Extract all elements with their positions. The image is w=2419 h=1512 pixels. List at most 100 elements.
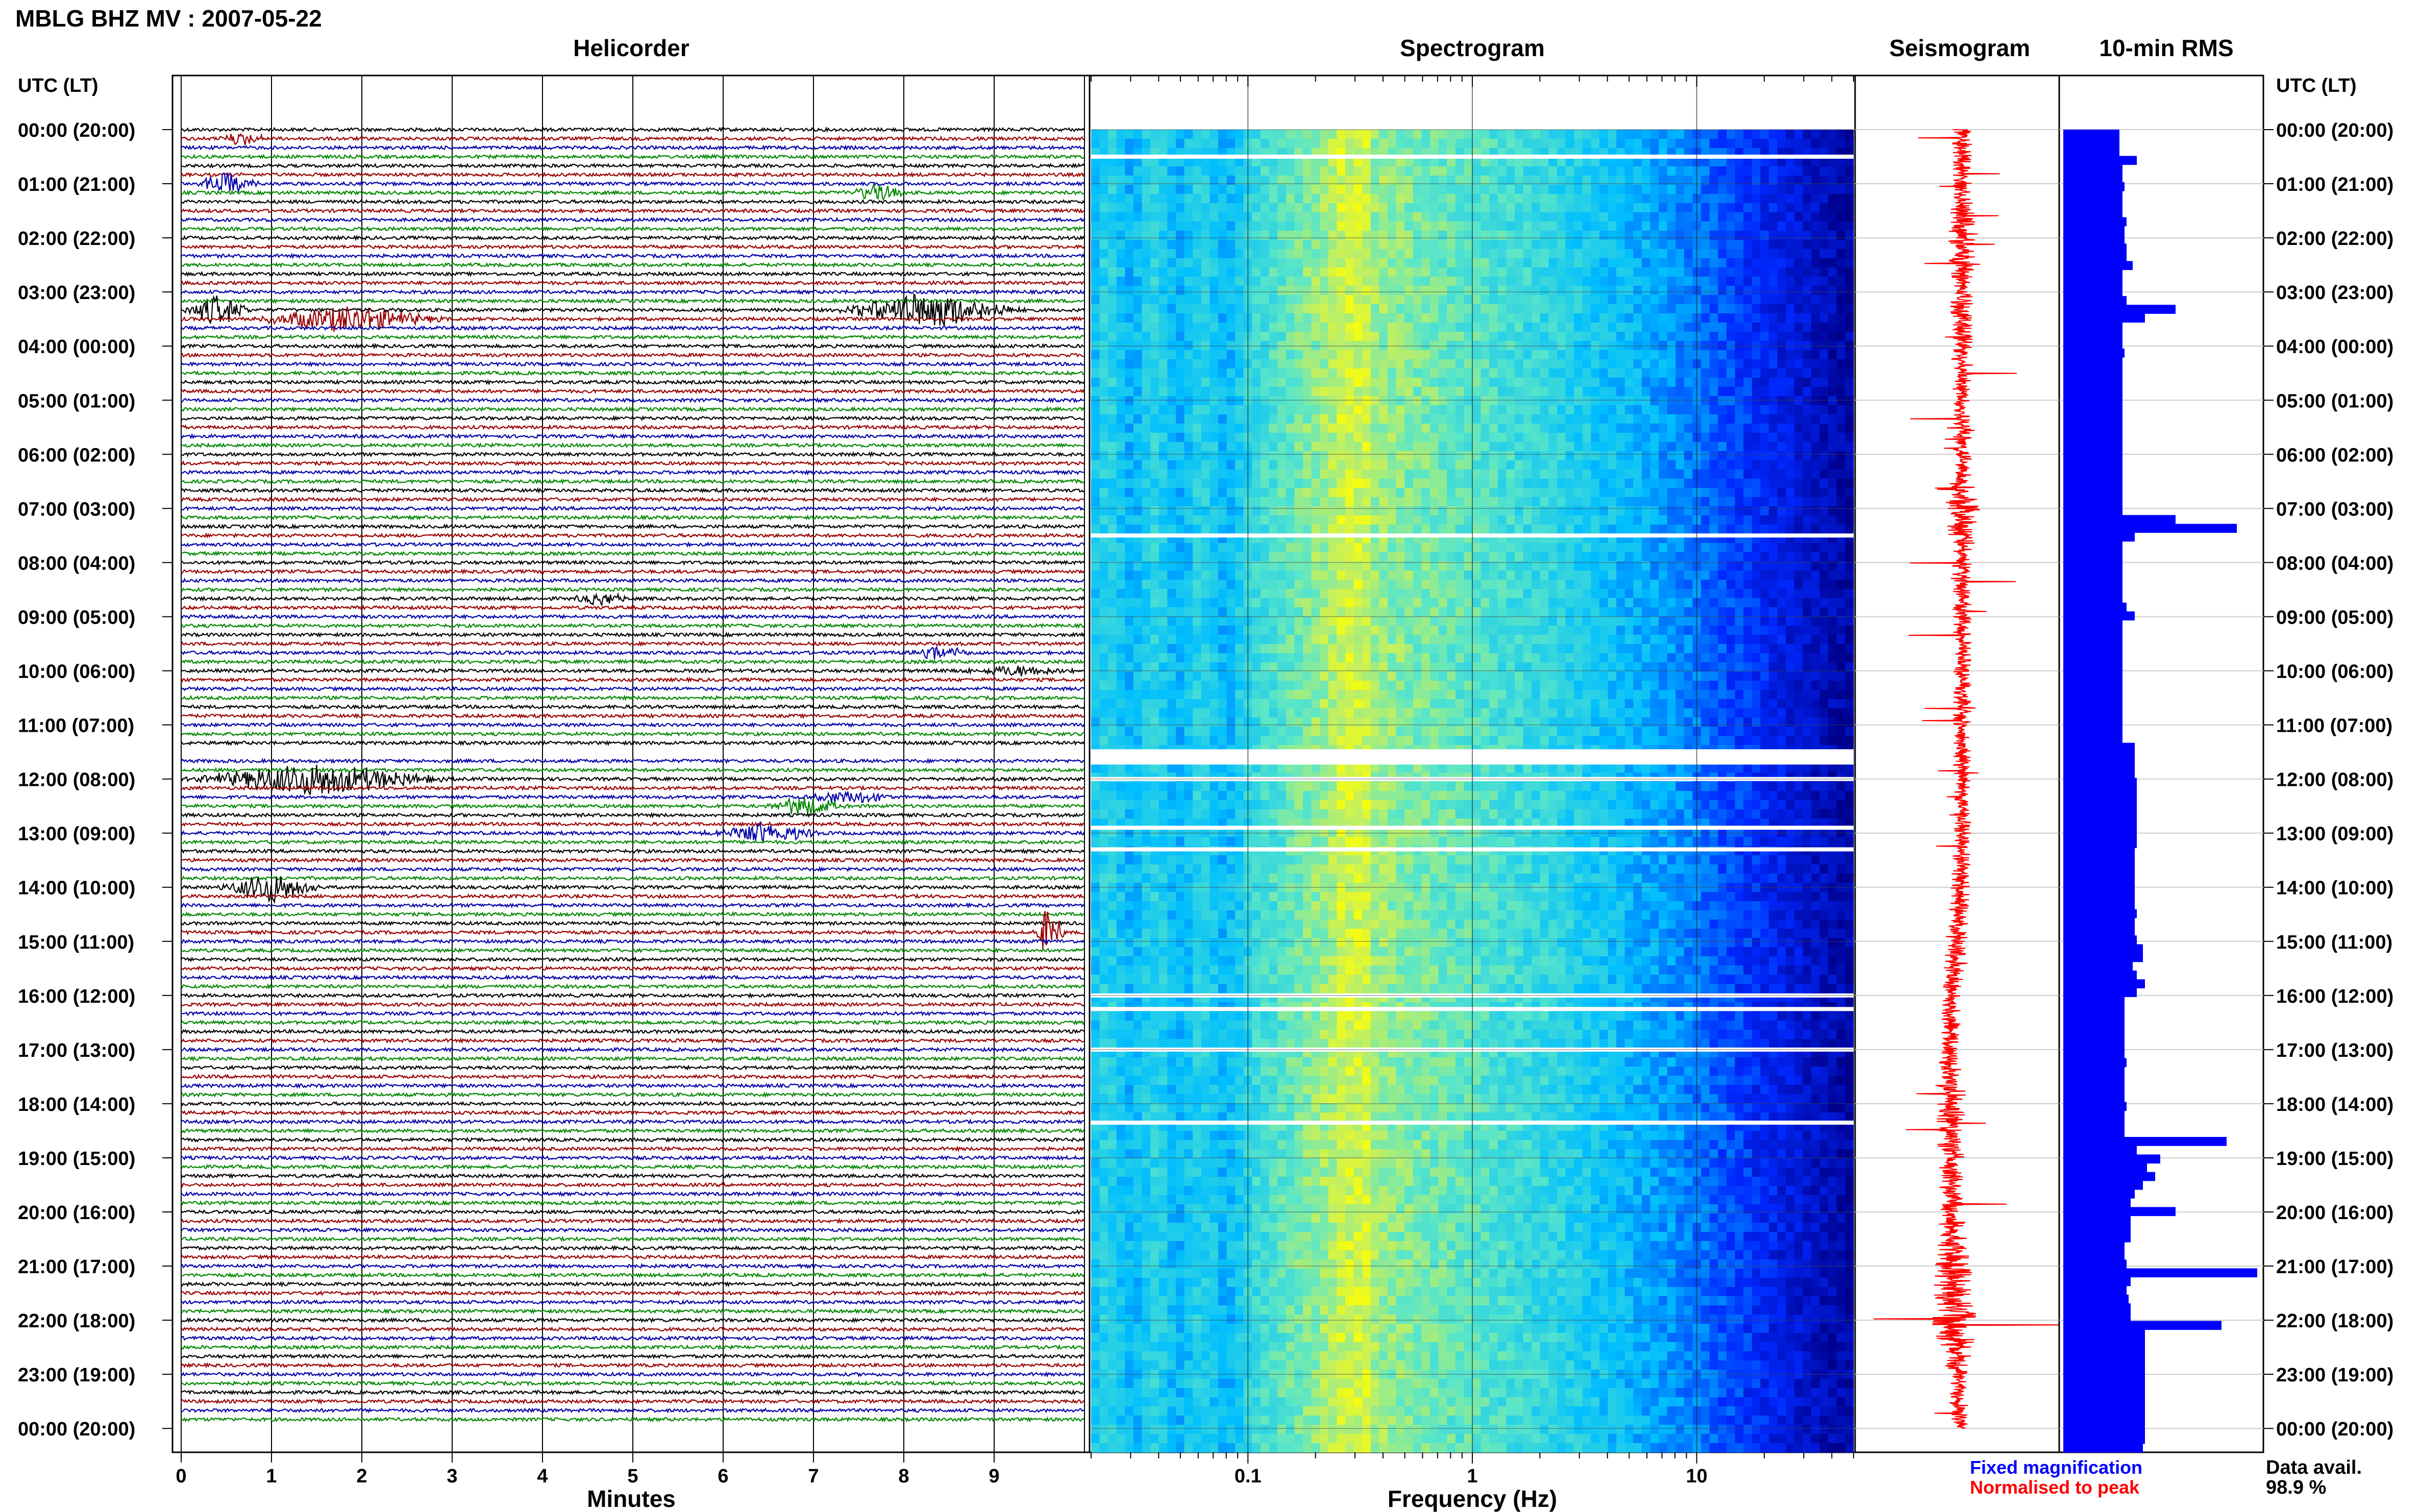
spectrogram-cell — [1294, 185, 1303, 194]
spectrogram-cell — [1184, 368, 1193, 378]
spectrogram-cell — [1506, 212, 1515, 222]
spectrogram-cell — [1659, 157, 1668, 167]
spectrogram-cell — [1176, 323, 1185, 332]
helicorder-trace-row — [181, 1091, 1084, 1098]
spectrogram-cell — [1515, 580, 1524, 589]
spectrogram-cell — [1430, 286, 1439, 295]
spectrogram-cell — [1582, 286, 1591, 295]
spectrogram-cell — [1176, 139, 1185, 148]
spectrogram-cell — [1286, 166, 1295, 176]
spectrogram-cell — [1269, 130, 1278, 139]
spectrogram-cell — [1353, 479, 1363, 488]
spectrogram-cell — [1261, 231, 1270, 240]
spectrogram-cell — [1751, 258, 1761, 268]
spectrogram-cell — [1794, 341, 1803, 351]
spectrogram-cell — [1701, 139, 1710, 148]
spectrogram-cell — [1353, 442, 1363, 452]
spectrogram-cell — [1574, 350, 1583, 360]
spectrogram-cell — [1320, 166, 1329, 176]
helicorder-trace-row — [180, 758, 1084, 764]
spectrogram-cell — [1650, 341, 1659, 351]
spectrogram-cell — [1819, 506, 1829, 516]
spectrogram-cell — [1226, 580, 1236, 589]
spectrogram-cell — [1388, 240, 1397, 250]
spectrogram-cell — [1158, 451, 1168, 461]
spectrogram-cell — [1226, 424, 1236, 433]
spectrogram-cell — [1709, 561, 1718, 571]
spectrogram-cell — [1709, 378, 1718, 387]
helicorder-trace-row — [181, 162, 1085, 169]
spectrogram-cell — [1743, 258, 1752, 268]
spectrogram-cell — [1616, 212, 1625, 222]
spectrogram-cell — [1311, 221, 1320, 231]
spectrogram-cell — [1701, 203, 1710, 213]
spectrogram-cell — [1819, 396, 1829, 406]
spectrogram-cell — [1218, 368, 1227, 378]
spectrogram-cell — [1650, 571, 1659, 580]
spectrogram-cell — [1794, 295, 1803, 305]
spectrogram-cell — [1447, 442, 1456, 452]
spectrogram-cell — [1125, 258, 1134, 268]
spectrogram-cell — [1345, 203, 1354, 213]
spectrogram-cell — [1388, 525, 1397, 534]
spectrogram-cell — [1591, 176, 1600, 185]
spectrogram-cell — [1269, 221, 1278, 231]
spectrogram-cell — [1176, 130, 1185, 139]
spectrogram-cell — [1328, 231, 1337, 240]
spectrogram-cell — [1091, 479, 1100, 488]
helicorder-trace-row — [181, 811, 1084, 819]
spectrogram-cell — [1794, 359, 1803, 369]
spectrogram-cell — [1845, 488, 1854, 498]
spectrogram-cell — [1447, 221, 1456, 231]
spectrogram-cell — [1633, 194, 1642, 204]
spectrogram-cell — [1726, 304, 1736, 314]
spectrogram-cell — [1252, 304, 1261, 314]
spectrogram-cell — [1565, 378, 1574, 387]
spectrogram-cell — [1362, 442, 1371, 452]
spectrogram-cell — [1116, 424, 1125, 433]
spectrogram-cell — [1099, 359, 1108, 369]
spectrogram-cell — [1184, 479, 1193, 488]
spectrogram-cell — [1633, 543, 1642, 553]
spectrogram-cell — [1523, 350, 1532, 360]
spectrogram-cell — [1294, 157, 1303, 167]
spectrogram-cell — [1760, 396, 1769, 406]
spectrogram-cell — [1557, 451, 1566, 461]
spectrogram-cell — [1430, 176, 1439, 185]
helicorder-trace-row — [181, 722, 1085, 728]
spectrogram-cell — [1811, 561, 1820, 571]
spectrogram-cell — [1455, 580, 1464, 589]
spectrogram-cell — [1735, 341, 1744, 351]
spectrogram-cell — [1362, 598, 1371, 608]
spectrogram-cell — [1125, 194, 1134, 204]
spectrogram-cell — [1565, 396, 1574, 406]
spectrogram-cell — [1726, 221, 1736, 231]
spectrogram-cell — [1116, 295, 1125, 305]
spectrogram-cell — [1497, 157, 1507, 167]
spectrogram-cell — [1303, 203, 1312, 213]
spectrogram-cell — [1726, 212, 1736, 222]
time-label-left: 16:00 (12:00) — [18, 986, 135, 1007]
spectrogram-cell — [1430, 396, 1439, 406]
spectrogram-cell — [1701, 323, 1710, 332]
spectrogram-cell — [1201, 249, 1210, 259]
spectrogram-cell — [1794, 304, 1803, 314]
spectrogram-cell — [1760, 240, 1769, 250]
spectrogram-cell — [1633, 359, 1642, 369]
spectrogram-cell — [1591, 387, 1600, 396]
spectrogram-cell — [1379, 580, 1388, 589]
spectrogram-cell — [1116, 231, 1125, 240]
spectrogram-cell — [1218, 332, 1227, 341]
spectrogram-cell — [1421, 313, 1430, 323]
spectrogram-cell — [1464, 313, 1473, 323]
spectrogram-cell — [1421, 451, 1430, 461]
spectrogram-cell — [1836, 249, 1845, 259]
spectrogram-cell — [1515, 424, 1524, 433]
spectrogram-cell — [1811, 552, 1820, 562]
spectrogram-cell — [1574, 497, 1583, 507]
spectrogram-cell — [1599, 157, 1609, 167]
spectrogram-cell — [1497, 286, 1507, 295]
spectrogram-cell — [1523, 497, 1532, 507]
spectrogram-cell — [1362, 378, 1371, 387]
spectrogram-cell — [1472, 212, 1482, 222]
